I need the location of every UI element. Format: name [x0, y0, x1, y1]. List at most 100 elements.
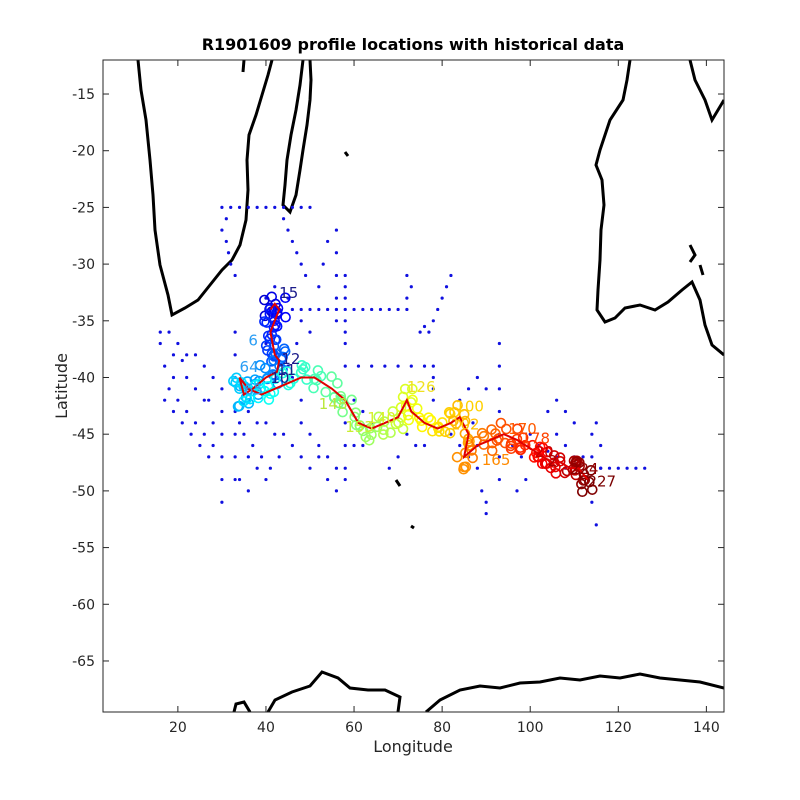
historical-point: [220, 387, 224, 391]
historical-point: [594, 523, 598, 527]
historical-point: [643, 466, 647, 470]
historical-point: [546, 409, 550, 414]
historical-point: [343, 296, 347, 300]
historical-point: [431, 398, 435, 402]
historical-point: [480, 489, 484, 493]
profile-marker: [228, 375, 239, 387]
x-tick-label: 140: [693, 720, 720, 736]
profile-number-label: 12: [281, 350, 300, 368]
historical-point: [607, 466, 612, 470]
historical-point: [343, 364, 347, 368]
historical-point: [226, 251, 231, 255]
historical-point: [405, 296, 409, 300]
historical-point: [361, 443, 365, 448]
historical-point: [281, 205, 286, 210]
historical-point: [343, 466, 347, 470]
profile-marker: [333, 397, 344, 409]
profile-number-label: 153: [345, 418, 374, 436]
historical-point: [405, 273, 409, 278]
profile-marker: [280, 292, 291, 304]
profile-marker: [337, 406, 348, 418]
historical-point: [193, 353, 198, 357]
historical-point: [220, 228, 224, 232]
historical-point: [361, 307, 365, 312]
profile-number-label: 148: [319, 395, 348, 413]
coastline-madagascar: [281, 60, 313, 215]
historical-point: [326, 455, 330, 459]
plot-frame: [102, 59, 725, 713]
historical-point: [590, 500, 594, 504]
coastline-africa: [136, 60, 274, 318]
profile-marker: [536, 458, 548, 470]
y-tick-label: -55: [72, 541, 95, 557]
profile-marker: [554, 456, 566, 467]
y-tick-label: -20: [72, 144, 95, 160]
profile-marker: [486, 424, 497, 435]
profile-marker: [263, 394, 275, 405]
float-track-line: [238, 302, 589, 481]
historical-point: [378, 307, 383, 312]
profile-marker: [357, 425, 369, 437]
historical-point: [259, 455, 264, 459]
profile-marker: [512, 423, 523, 435]
historical-point: [207, 455, 211, 459]
x-axis-label: Longitude: [373, 737, 453, 756]
y-tick-label: -25: [72, 200, 95, 216]
historical-point: [572, 421, 576, 425]
profile-marker: [416, 421, 428, 433]
historical-point: [224, 217, 228, 221]
historical-point: [163, 398, 167, 402]
historical-point: [436, 307, 440, 312]
profile-number-label: 2: [548, 452, 558, 470]
historical-point: [207, 398, 211, 402]
historical-point: [229, 205, 233, 210]
historical-point: [352, 443, 356, 448]
historical-point: [524, 477, 528, 482]
profile-marker: [277, 367, 288, 379]
profile-marker: [451, 451, 463, 463]
historical-point: [308, 432, 312, 436]
profile-number-label: 126: [407, 378, 436, 396]
profile-marker: [282, 366, 293, 377]
historical-point: [295, 341, 299, 346]
historical-point: [220, 477, 224, 482]
historical-point: [233, 432, 237, 436]
historical-point: [431, 319, 435, 323]
historical-point: [599, 443, 603, 448]
historical-point: [317, 455, 321, 459]
profile-marker: [326, 371, 337, 382]
historical-point: [202, 364, 206, 368]
historical-point: [581, 455, 585, 459]
coastline-antarctica: [232, 700, 252, 712]
y-axis-ticks: -15 -20 -25 -30 -35 -40 -45 -50 -55 -60 -65: [72, 87, 724, 670]
historical-point: [334, 273, 339, 278]
historical-point: [497, 364, 501, 368]
historical-point: [224, 239, 228, 244]
profile-number-label: 15: [279, 284, 298, 302]
historical-point: [321, 262, 325, 266]
historical-point: [264, 205, 268, 210]
profile-marker: [407, 383, 418, 395]
profile-marker: [407, 394, 418, 406]
historical-point: [409, 364, 413, 368]
historical-point: [484, 511, 488, 516]
historical-point: [299, 262, 303, 266]
profile-marker: [486, 445, 498, 457]
profile-marker: [517, 432, 529, 443]
profile-marker: [402, 409, 414, 421]
historical-point: [185, 409, 189, 414]
profile-marker: [250, 379, 261, 391]
profile-marker: [264, 303, 276, 314]
historical-point: [233, 455, 237, 459]
historical-point: [634, 466, 638, 470]
historical-point: [383, 364, 387, 368]
profile-marker: [570, 469, 582, 481]
historical-point: [237, 205, 242, 210]
historical-point: [290, 239, 294, 244]
profile-marker: [577, 486, 588, 498]
historical-point: [563, 443, 568, 448]
x-tick-label: 20: [169, 720, 187, 736]
historical-point: [299, 319, 303, 323]
profile-marker: [260, 340, 272, 351]
profile-marker: [335, 390, 347, 402]
